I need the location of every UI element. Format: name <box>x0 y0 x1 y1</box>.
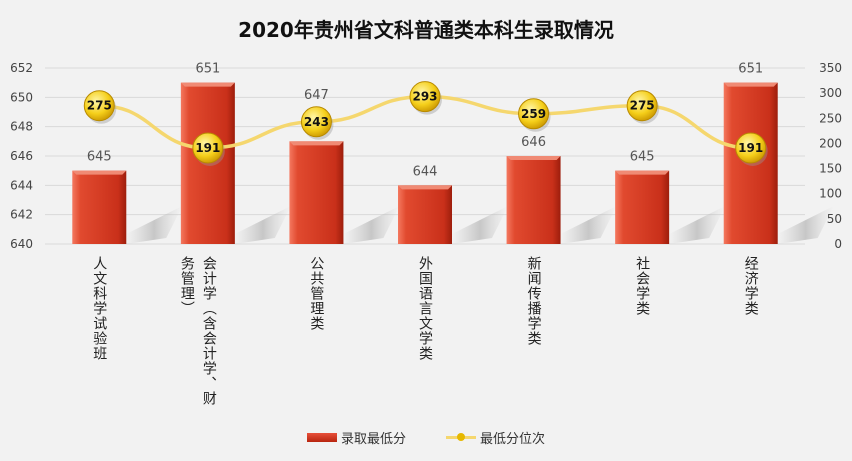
left-axis-tick: 646 <box>10 149 33 163</box>
x-axis-category-label: 社会学类 <box>634 256 651 316</box>
line-data-label: 243 <box>304 115 329 129</box>
bar-bevel <box>289 141 344 146</box>
bar-shadow <box>234 206 291 244</box>
legend: 录取最低分 最低分位次 <box>0 428 852 447</box>
bar-bevel <box>615 170 670 175</box>
x-axis-category-label: 人文科学试验班 <box>91 256 108 361</box>
bar-shadow <box>343 206 400 244</box>
bar <box>398 185 452 244</box>
bar <box>506 156 561 244</box>
line-point <box>83 90 115 122</box>
bar-bevel <box>180 82 235 87</box>
line-data-label: 191 <box>738 141 763 155</box>
right-axis-tick: 50 <box>827 212 842 226</box>
right-axis-tick: 0 <box>834 237 842 251</box>
line-point <box>409 81 441 113</box>
line-data-label: 191 <box>195 141 220 155</box>
bar <box>72 170 127 244</box>
bar-data-label: 645 <box>630 150 655 165</box>
bar-bevel <box>506 156 561 160</box>
left-axis-tick: 642 <box>10 208 33 222</box>
legend-swatch-bar <box>306 433 337 442</box>
right-axis-tick: 250 <box>819 111 842 125</box>
bar-data-label: 645 <box>87 150 112 165</box>
legend-item-bar: 录取最低分 <box>306 428 406 447</box>
right-axis-tick: 200 <box>819 136 842 150</box>
left-axis-tick: 644 <box>10 178 33 192</box>
bar-bevel <box>72 170 127 175</box>
bar-shadow <box>777 206 834 244</box>
bar-shadow <box>669 206 726 244</box>
line-point <box>626 90 658 122</box>
left-axis-tick: 640 <box>10 237 33 251</box>
chart-title: 2020年贵州省文科普通类本科生录取情况 <box>238 18 614 42</box>
x-axis-category-label: 经济学类 <box>742 256 759 316</box>
line-data-label: 275 <box>630 99 655 113</box>
x-axis-category-label: 新闻传播学类 <box>525 256 542 346</box>
line-data-label: 275 <box>87 99 112 113</box>
bar-data-label: 646 <box>521 135 546 150</box>
line-point <box>735 132 767 164</box>
line-point <box>192 132 224 164</box>
bar-shadow <box>452 206 508 244</box>
legend-label: 最低分位次 <box>480 432 546 447</box>
bar-bevel <box>398 185 452 190</box>
bar-data-label: 647 <box>304 88 329 103</box>
bar <box>615 170 670 244</box>
x-axis-category-label: 外国语言文学类 <box>417 256 433 361</box>
legend-label: 录取最低分 <box>340 432 406 447</box>
line-point <box>300 106 332 138</box>
x-axis-category-label: 公共管理类 <box>308 256 325 331</box>
bar-data-label: 651 <box>195 62 220 77</box>
right-axis-tick: 150 <box>819 162 842 176</box>
legend-swatch-line <box>446 433 476 441</box>
bar-bevel <box>723 82 778 87</box>
line-point <box>518 98 550 130</box>
left-axis-tick: 652 <box>10 61 33 75</box>
bar <box>289 141 344 244</box>
line-data-label: 259 <box>521 107 546 121</box>
left-axis-tick: 650 <box>10 90 33 104</box>
right-axis-tick: 100 <box>819 187 842 201</box>
x-axis-category-label: 会计学（含会计学、财务管理） <box>178 256 217 406</box>
bar-shadow <box>560 206 617 244</box>
bar-shadow <box>126 206 183 244</box>
line-data-label: 293 <box>412 90 437 104</box>
left-axis-tick: 648 <box>10 120 33 134</box>
bar-data-label: 651 <box>738 62 763 77</box>
right-axis-tick: 350 <box>819 61 842 75</box>
right-axis-tick: 300 <box>819 86 842 100</box>
bar-data-label: 644 <box>413 164 438 179</box>
legend-item-line: 最低分位次 <box>446 428 545 447</box>
